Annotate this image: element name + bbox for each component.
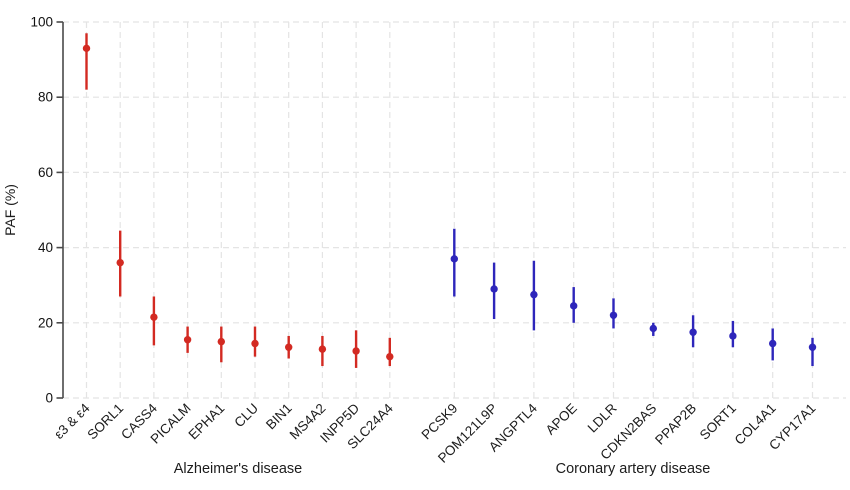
point-cyp17a1 bbox=[808, 343, 817, 351]
point-slc24a4 bbox=[386, 352, 394, 361]
series-coronary-artery-disease bbox=[450, 228, 817, 367]
group-caption-coronary-artery-disease: Coronary artery disease bbox=[556, 461, 711, 477]
point-cass4 bbox=[150, 313, 158, 321]
grid-lines bbox=[63, 21, 846, 399]
point-sorl1 bbox=[116, 258, 124, 267]
y-axis-title: PAF (%) bbox=[2, 184, 18, 236]
point-sort1 bbox=[729, 332, 737, 340]
y-tick-label-0: 0 bbox=[45, 391, 53, 406]
point-clu bbox=[251, 339, 259, 348]
y-tick-label-20: 20 bbox=[38, 315, 53, 330]
point-ms4a2 bbox=[318, 345, 327, 353]
point-inpp5d bbox=[352, 347, 360, 355]
point-picalm bbox=[183, 336, 192, 344]
point-3-4 bbox=[82, 44, 91, 53]
point-ppap2b bbox=[689, 328, 697, 336]
point-epha1 bbox=[217, 337, 225, 346]
point-apoe bbox=[570, 302, 578, 310]
data-series bbox=[82, 33, 817, 368]
series-alzheimer-s-disease bbox=[82, 33, 394, 368]
gene-label-apoe: APOE bbox=[543, 401, 580, 438]
point-bin1 bbox=[285, 343, 293, 351]
y-tick-label-60: 60 bbox=[38, 165, 53, 180]
point-angptl4 bbox=[530, 290, 538, 299]
point-pom121l9p bbox=[490, 285, 498, 293]
point-ldlr bbox=[609, 311, 618, 319]
gene-label-sorl1: SORL1 bbox=[84, 401, 126, 443]
y-tick-label-80: 80 bbox=[38, 90, 53, 105]
gene-label-ldlr: LDLR bbox=[585, 400, 620, 435]
point-col4a1 bbox=[769, 339, 777, 348]
gene-label-ppap2b: PPAP2B bbox=[652, 401, 699, 448]
gene-label-epha1: EPHA1 bbox=[186, 401, 228, 443]
gene-label-3-4: ε3 & ε4 bbox=[51, 400, 93, 442]
y-axis bbox=[56, 21, 64, 399]
y-tick-label-100: 100 bbox=[30, 15, 53, 30]
gene-label-clu: CLU bbox=[231, 401, 261, 431]
point-pcsk9 bbox=[450, 255, 458, 263]
group-caption-alzheimers-disease: Alzheimer's disease bbox=[174, 461, 303, 477]
point-cdkn2bas bbox=[649, 324, 657, 333]
y-tick-label-40: 40 bbox=[38, 240, 53, 255]
